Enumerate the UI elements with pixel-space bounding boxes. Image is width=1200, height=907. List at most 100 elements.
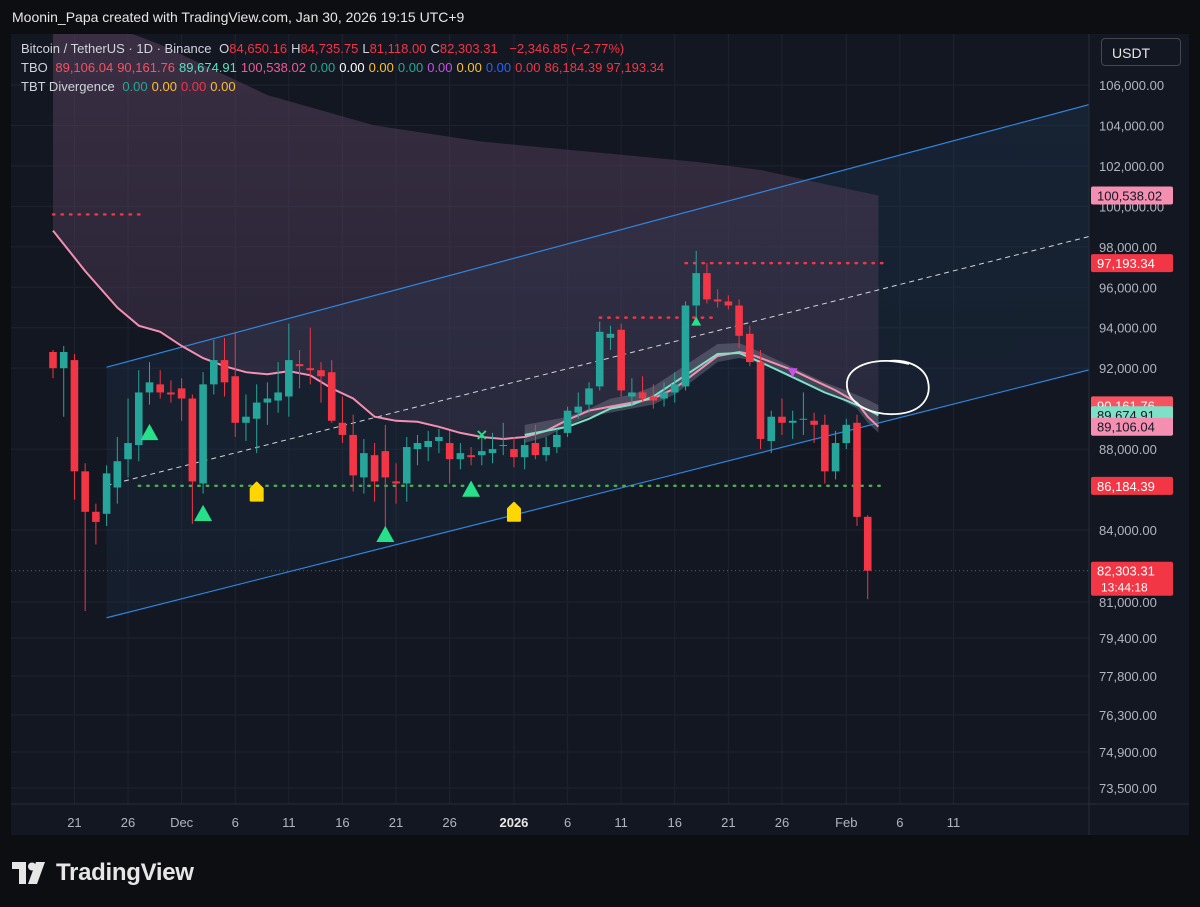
candle-body	[617, 329, 625, 391]
legend-ohlc: O84,650.16 H84,735.75 L81,118.00 C82,303.31	[219, 41, 502, 56]
candle-2026-01-18	[692, 250, 700, 318]
legend-tbo-values: 89,106.04 90,161.76 89,674.91 100,538.02 0.0…	[55, 60, 668, 75]
legend-tbt-line[interactable]: TBT Divergence 0.00 0.00 0.00 0.00	[21, 79, 244, 94]
y-tick-label-8: 88,000.00	[1099, 442, 1157, 457]
candle-body	[306, 368, 315, 371]
legend-tbo-value-13: 97,193.34	[606, 60, 665, 75]
candle-body	[606, 333, 615, 338]
legend-tbo-line[interactable]: TBO 89,106.04 90,161.76 89,674.91 100,538.0…	[21, 60, 672, 75]
chart-panel[interactable]: 106,000.00 104,000.00 102,000.00 100,000.00…	[11, 34, 1189, 835]
candle-2025-12-01	[177, 378, 186, 421]
candle-body	[134, 392, 143, 446]
candle-body	[338, 422, 347, 435]
tradingview-logo-icon	[12, 862, 45, 884]
candle-2026-01-15	[660, 382, 668, 407]
candle-body	[317, 370, 325, 377]
legend-tbo-value-0: 89,106.04	[55, 60, 114, 75]
legend-tbo-value-10: 0.00	[485, 60, 512, 75]
candle-2025-11-24	[102, 465, 111, 526]
candle-2026-01-23	[746, 325, 754, 367]
candle-body	[767, 416, 776, 441]
x-tick-label-2: Dec	[170, 815, 194, 830]
candle-2026-01-04	[542, 436, 550, 462]
candle-body	[649, 396, 658, 401]
candle-2025-12-05	[220, 337, 229, 397]
candle-body	[831, 443, 840, 472]
candle-body	[863, 516, 872, 571]
candle-body	[231, 376, 240, 423]
candle-body	[660, 392, 668, 399]
legend-symbol-line: Bitcoin / TetherUS · 1D · Binance O84,65…	[21, 41, 628, 56]
candle-2025-12-19	[370, 443, 379, 502]
candle-body	[156, 384, 164, 393]
legend-tbt-value-3: 0.00	[210, 79, 236, 94]
candle-body	[167, 392, 175, 395]
candle-body	[445, 443, 454, 460]
candle-body	[735, 305, 743, 336]
legend-change: −2,346.85 (−2.77%)	[509, 41, 625, 56]
candle-body	[285, 360, 293, 397]
currency-unit-button[interactable]: USDT	[1101, 38, 1181, 66]
marker-tag-6	[506, 501, 521, 522]
candle-body	[574, 406, 583, 413]
candle-body	[499, 445, 508, 447]
candle-2025-11-23	[92, 503, 100, 545]
x-tick-label-15: 6	[896, 815, 903, 830]
price-labels: 100,538.0297,193.3490,161.7689,674.9189,…	[1091, 186, 1173, 596]
candle-2025-11-22	[81, 463, 89, 611]
candle-body	[252, 402, 261, 419]
marker-x-5	[477, 430, 487, 440]
candle-body	[595, 331, 604, 387]
candle-body	[563, 410, 572, 433]
legend-tbo-value-12: 86,184.39	[544, 60, 603, 75]
candle-2026-02-01	[842, 418, 851, 450]
marker-up-triangle-1	[194, 504, 213, 522]
candle-2025-12-11	[285, 323, 293, 417]
candle-2025-11-30	[167, 380, 175, 403]
candle-2026-02-03	[863, 515, 872, 600]
candle-2025-12-15	[327, 360, 336, 423]
candle-body	[703, 273, 711, 300]
candle-body	[842, 424, 851, 444]
candle-2026-01-24	[756, 349, 765, 450]
candle-body	[349, 434, 357, 476]
candle-2025-12-21	[392, 463, 400, 504]
candle-body	[478, 451, 486, 456]
candle-body	[788, 420, 797, 423]
annotation	[846, 359, 930, 415]
price-label-bg-4	[1091, 417, 1173, 436]
candle-2025-12-06	[231, 331, 240, 437]
candle-body	[124, 443, 132, 460]
marker-down-triangle-8	[787, 368, 798, 378]
legend-ohlc-value-1: H84,735.75	[291, 41, 359, 56]
candle-body	[274, 392, 282, 401]
candle-2026-01-19	[703, 263, 711, 304]
candle-2026-01-17	[681, 301, 690, 391]
time-axis-bg	[11, 804, 1189, 835]
candle-2025-12-14	[317, 362, 325, 403]
candle-2026-01-05	[553, 428, 561, 454]
y-tick-label-10: 81,000.00	[1099, 595, 1157, 610]
candle-2025-12-12	[295, 349, 304, 389]
candle-2026-01-28	[799, 392, 808, 435]
candle-body	[49, 352, 57, 369]
candle-body	[188, 398, 197, 482]
marker-up-triangle-0	[140, 423, 159, 441]
chart-credit: Moonin_Papa created with TradingView.com…	[12, 9, 465, 25]
candle-2026-01-27	[788, 410, 797, 439]
candle-2025-12-07	[242, 394, 250, 441]
price-label-1: 97,193.34	[1097, 256, 1155, 271]
legend-tbt-value-0: 0.00	[122, 79, 148, 94]
channel-lower-line	[106, 344, 1189, 619]
price-chart[interactable]: 106,000.00104,000.00102,000.00100,000.00…	[11, 34, 1189, 835]
marker-up-triangle-7	[691, 316, 702, 326]
marker-up-triangle-3	[376, 525, 395, 542]
tradingview-logo: TradingView	[12, 858, 194, 888]
candle-body	[370, 455, 379, 482]
candle-2026-01-06	[563, 406, 572, 437]
legend-tbt-value-2: 0.00	[180, 79, 207, 94]
x-tick-label-9: 6	[564, 815, 571, 830]
candle-body	[638, 392, 647, 399]
price-label-bg-5	[1091, 476, 1173, 495]
tbo-cloud	[53, 34, 879, 443]
